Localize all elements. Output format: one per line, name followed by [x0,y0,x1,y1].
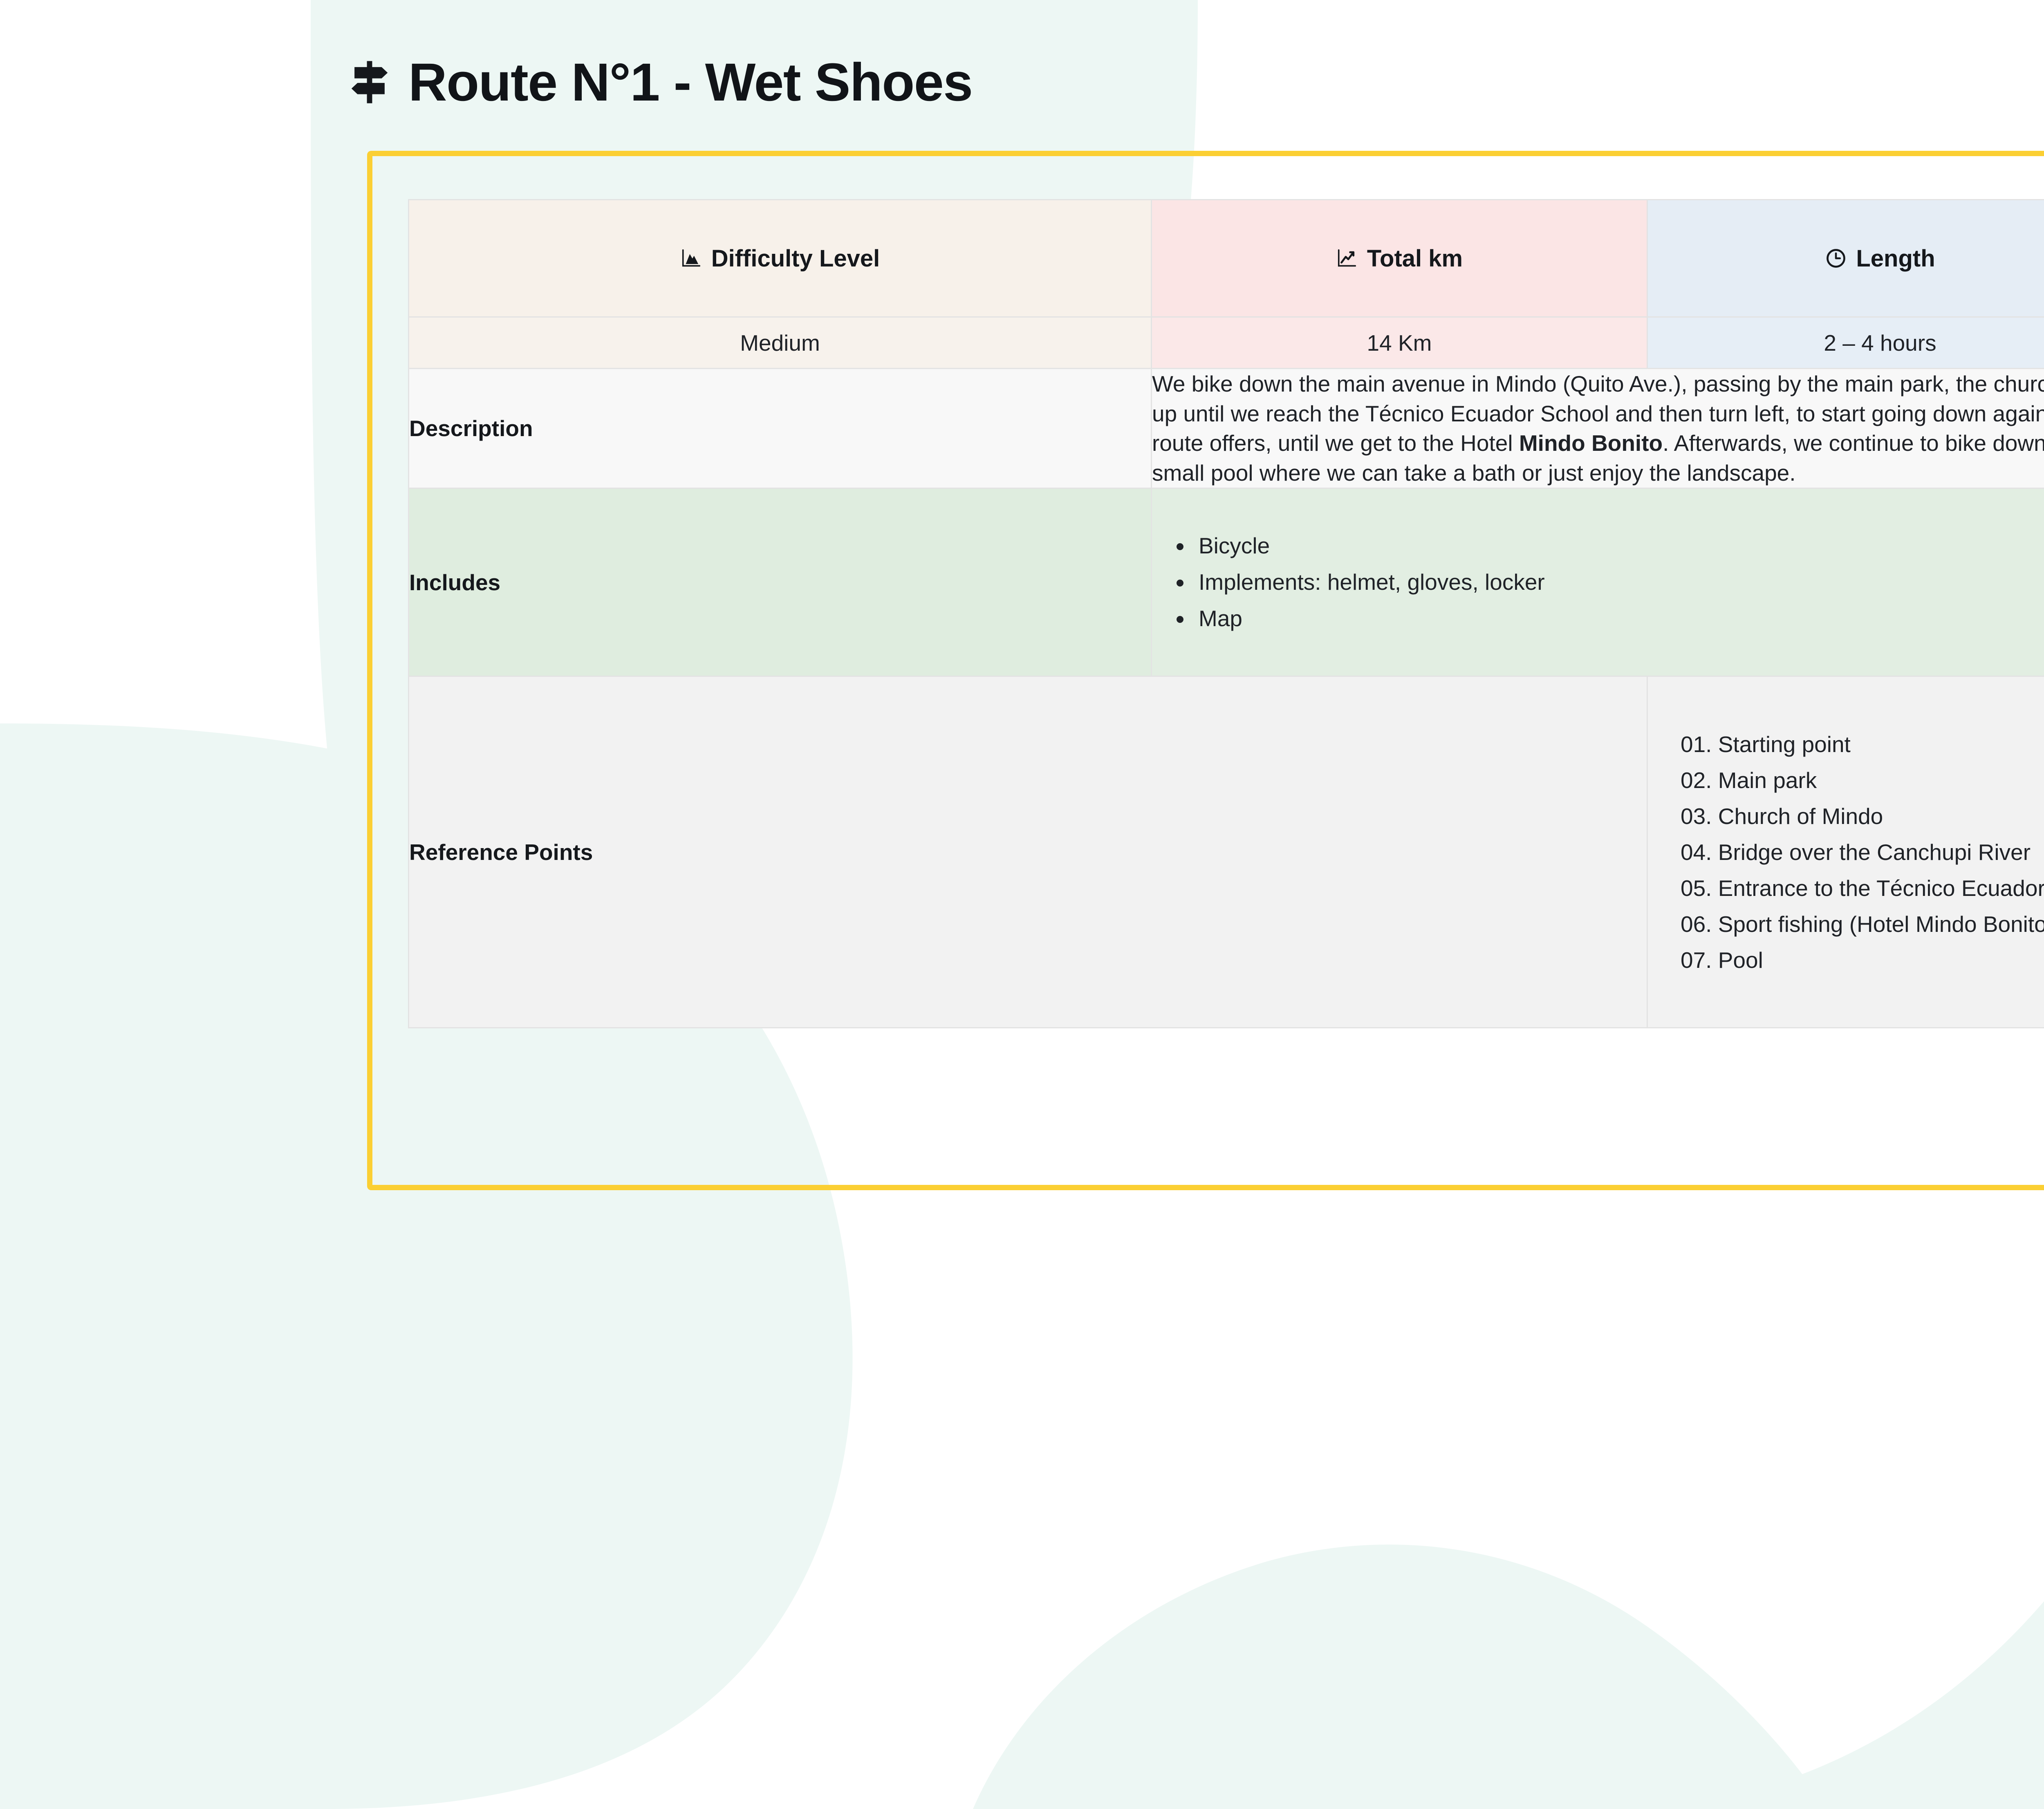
route-details-table: Difficulty Level Total km [408,199,2044,1029]
list-item: 07. Pool [1681,947,1763,973]
includes-list-cell: Bicycle Implements: helmet, gloves, lock… [1151,488,2044,677]
reference-points-label: Reference Points [408,676,1648,1029]
mountain-chart-icon [682,249,700,267]
page-title: Route N°1 - Wet Shoes [408,52,973,112]
description-label: Description [408,367,1152,489]
description-part2: . Afterwards, we continue to bike down t… [1152,430,2044,486]
header-label-total-km: Total km [1367,245,1463,272]
reference-points-list-cell: 01. Starting point 02. Main park 03. Chu… [1647,676,2044,1029]
clock-icon [1827,249,1846,268]
reference-points-list: 01. Starting point 02. Main park 03. Chu… [1648,726,2044,978]
list-item: 04. Bridge over the Canchupi River [1681,839,2031,865]
header-label-length: Length [1856,245,1935,272]
table-header-row: Difficulty Level Total km [408,199,2044,318]
value-cell-total-km: 14 Km [1151,316,1648,369]
includes-row: Includes Bicycle Implements: helmet, glo… [408,488,2044,677]
list-item: 05. Entrance to the Técnico Ecuador Scho… [1681,875,2044,901]
description-row: Description We bike down the main avenue… [408,367,2044,489]
includes-label: Includes [408,488,1152,677]
value-cell-difficulty: Medium [408,316,1152,369]
list-item: 06. Sport fishing (Hotel Mindo Bonito) [1681,911,2044,937]
list-item: 03. Church of Mindo [1681,803,1883,829]
includes-list: Bicycle Implements: helmet, gloves, lock… [1152,528,2044,637]
list-item: Bicycle [1193,528,2044,564]
header-label-difficulty: Difficulty Level [711,245,880,272]
description-text: We bike down the main avenue in Mindo (Q… [1151,367,2044,489]
description-part1: We bike down the main avenue in Mindo (Q… [1152,371,2044,456]
value-cell-length: 2 – 4 hours [1647,316,2044,369]
header-cell-total-km: Total km [1151,199,1648,318]
signpost-icon [351,60,388,103]
description-bold: Mindo Bonito [1519,430,1663,456]
header-cell-difficulty: Difficulty Level [408,199,1152,318]
line-chart-icon [1338,249,1356,267]
header-cell-length: Length [1647,199,2044,318]
page-header: Route N°1 - Wet Shoes [345,55,973,109]
reference-points-row: Reference Points 01. Starting point 02. … [408,676,2044,1029]
list-item: Map [1193,600,2044,637]
table-value-row: Medium 14 Km 2 – 4 hours $15 x person [408,316,2044,369]
list-item: 01. Starting point [1681,731,1851,757]
list-item: Implements: helmet, gloves, locker [1193,564,2044,600]
list-item: 02. Main park [1681,767,1817,793]
